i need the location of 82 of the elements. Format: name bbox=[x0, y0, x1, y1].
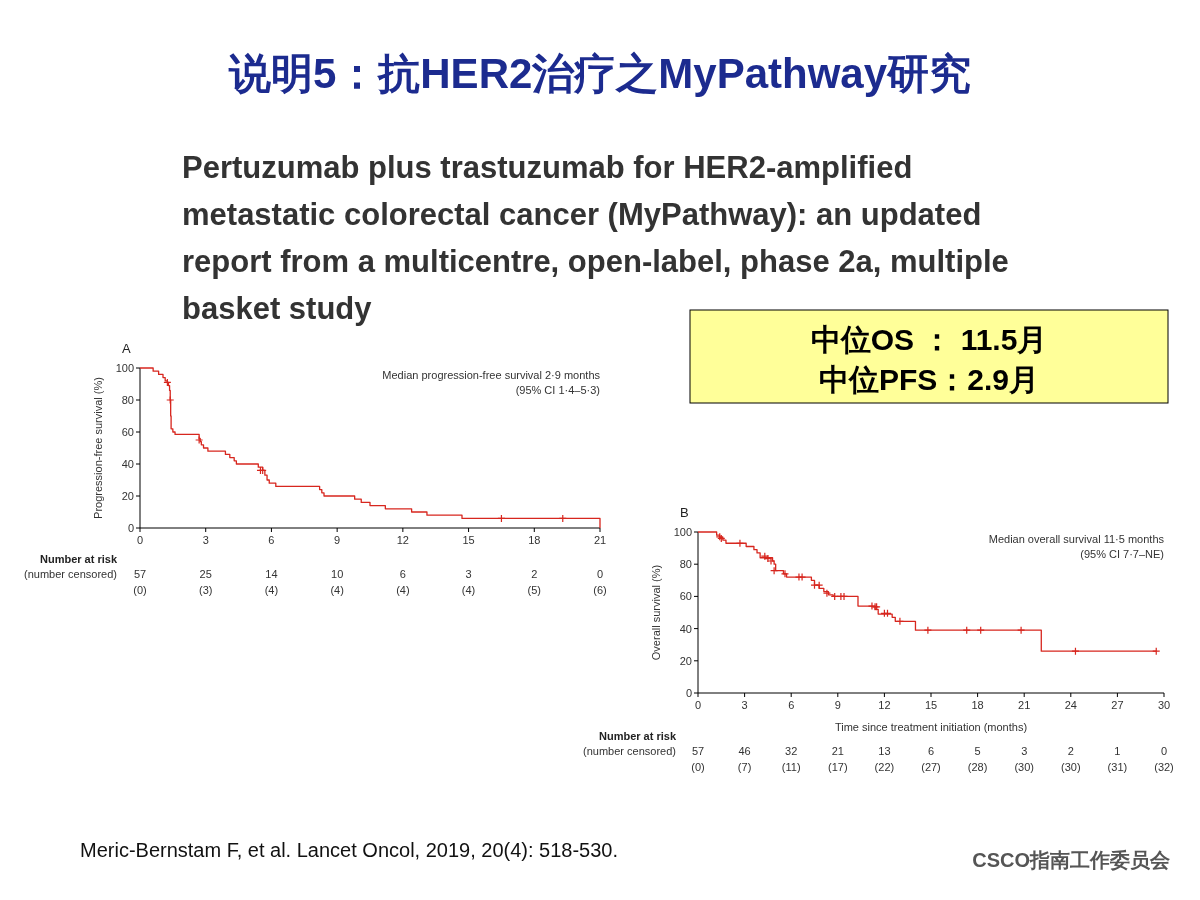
annotation: Median progression-free survival 2·9 months bbox=[382, 369, 601, 381]
x-tick-label: 15 bbox=[462, 534, 475, 546]
point bbox=[1016, 626, 1026, 635]
text: 21 (17) bbox=[828, 745, 848, 773]
x-axis-title: Time since treatment initiation (months) bbox=[834, 721, 1028, 733]
text: 0 (6) bbox=[593, 568, 607, 596]
x-tick-label: 0 bbox=[136, 534, 144, 546]
point bbox=[735, 539, 745, 548]
y-tick-label: 20 bbox=[679, 654, 692, 667]
x-tick-label: 9 bbox=[334, 534, 341, 546]
x-tick-label: 6 bbox=[268, 534, 275, 546]
x-tick-label: 9 bbox=[834, 699, 841, 711]
text: 6 (27) bbox=[921, 745, 941, 773]
chart-title: A bbox=[122, 341, 131, 356]
point bbox=[815, 581, 824, 590]
text: Number at risk bbox=[39, 553, 118, 565]
point bbox=[780, 569, 790, 578]
text: 14 (4) bbox=[264, 568, 279, 596]
y-tick-label: 80 bbox=[679, 558, 692, 571]
y-tick-label: 80 bbox=[121, 394, 134, 406]
point bbox=[1152, 647, 1161, 656]
text: 2 (5) bbox=[527, 568, 542, 596]
x-tick-label: 0 bbox=[694, 699, 702, 711]
y-tick-label: 20 bbox=[121, 490, 134, 502]
point bbox=[195, 435, 204, 445]
text: 10 (4) bbox=[330, 568, 344, 596]
text: 中位PFS：2.9月 bbox=[818, 363, 1040, 396]
y-tick-label: 0 bbox=[127, 522, 134, 534]
x-tick-label: 3 bbox=[741, 699, 748, 711]
text: CSCO指南工作委员会 bbox=[972, 849, 1171, 871]
annotation: Median overall survival 11·5 months bbox=[988, 533, 1165, 545]
text: (number censored) bbox=[583, 745, 676, 757]
text: 13 (22) bbox=[874, 745, 895, 773]
y-tick-label: 60 bbox=[679, 590, 692, 603]
y-tick-label: 0 bbox=[685, 687, 692, 699]
x-tick-label: 18 bbox=[971, 699, 984, 711]
text: 说明5：抗HER2治疗之MyPathway研究 bbox=[227, 50, 972, 97]
text: 5 (28) bbox=[967, 745, 988, 773]
x-tick-label: 6 bbox=[788, 699, 795, 711]
x-tick-label: 3 bbox=[202, 534, 209, 546]
text: Number at risk bbox=[598, 730, 677, 742]
y-tick-label: 40 bbox=[121, 458, 134, 470]
point bbox=[1071, 647, 1080, 656]
point bbox=[923, 626, 932, 635]
y-tick-label: 100 bbox=[115, 362, 134, 374]
chart-title: B bbox=[680, 505, 689, 520]
text: 57 (0) bbox=[133, 568, 147, 596]
y-tick-label: 60 bbox=[121, 426, 134, 438]
x-tick-label: 24 bbox=[1064, 699, 1077, 711]
y-tick-label: 100 bbox=[673, 526, 692, 538]
text: 2 (30) bbox=[1061, 745, 1081, 773]
y-tick-label: 40 bbox=[679, 622, 692, 635]
annotation: (95% CI 7·7–NE) bbox=[1080, 548, 1164, 560]
point bbox=[895, 617, 905, 626]
x-tick-label: 12 bbox=[878, 699, 891, 711]
text: 25 (3) bbox=[198, 568, 213, 596]
text: 3 (30) bbox=[1014, 745, 1034, 773]
text: (number censored) bbox=[24, 568, 117, 580]
point bbox=[836, 592, 846, 601]
point bbox=[822, 589, 832, 598]
x-tick-label: 15 bbox=[924, 699, 938, 711]
text: 3 (4) bbox=[461, 568, 476, 596]
text: 0 (32) bbox=[1154, 745, 1174, 773]
y-axis-title: Progression-free survival (%) bbox=[92, 377, 104, 519]
point bbox=[166, 395, 175, 405]
y-axis-title: Overall survival (%) bbox=[650, 564, 662, 661]
x-tick-label: 27 bbox=[1111, 699, 1124, 711]
text: 57 (0) bbox=[691, 745, 705, 773]
x-tick-label: 21 bbox=[1018, 699, 1031, 711]
x-tick-label: 21 bbox=[593, 534, 607, 546]
text: 46 (7) bbox=[737, 745, 752, 773]
text: 32 (11) bbox=[781, 745, 801, 773]
point bbox=[839, 592, 849, 601]
x-tick-label: 18 bbox=[528, 534, 541, 546]
text: 中位OS ： 11.5月 bbox=[810, 323, 1048, 356]
text: Meric-Bernstam F, et al. Lancet Oncol, 2019, 20(4): 518-530. bbox=[80, 839, 619, 861]
annotation: (95% CI 1·4–5·3) bbox=[515, 384, 600, 396]
x-tick-label: 12 bbox=[396, 534, 409, 546]
x-tick-label: 30 bbox=[1157, 699, 1171, 711]
point bbox=[770, 566, 779, 575]
text: 1 (31) bbox=[1107, 745, 1128, 773]
text: 6 (4) bbox=[396, 568, 410, 596]
